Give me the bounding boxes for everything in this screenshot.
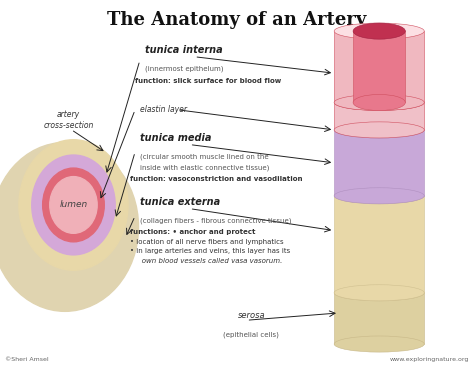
Text: function: vasoconstriction and vasodilation: function: vasoconstriction and vasodilat… — [130, 176, 303, 182]
Text: functions: • anchor and protect: functions: • anchor and protect — [130, 229, 256, 235]
Text: The Anatomy of an Artery: The Anatomy of an Artery — [107, 11, 367, 29]
Ellipse shape — [334, 122, 424, 138]
Bar — [353, 31, 405, 102]
Ellipse shape — [50, 177, 97, 234]
Text: inside with elastic connective tissue): inside with elastic connective tissue) — [140, 165, 269, 171]
Ellipse shape — [334, 94, 424, 111]
Ellipse shape — [353, 23, 405, 39]
Ellipse shape — [334, 188, 424, 204]
Text: serosa: serosa — [237, 311, 265, 320]
Ellipse shape — [0, 142, 138, 311]
Text: (collagen fibers - fibrous connective tissue): (collagen fibers - fibrous connective ti… — [140, 218, 292, 224]
Text: • location of all nerve fibers and lymphatics: • location of all nerve fibers and lymph… — [130, 239, 284, 244]
Text: tunica externa: tunica externa — [140, 197, 220, 207]
Ellipse shape — [334, 23, 424, 39]
Text: (epithelial cells): (epithelial cells) — [223, 331, 279, 338]
Text: (innermost epithelum): (innermost epithelum) — [145, 66, 223, 72]
Ellipse shape — [19, 140, 128, 270]
Bar — [334, 196, 424, 293]
Text: artery
cross-section: artery cross-section — [44, 110, 94, 130]
Ellipse shape — [334, 336, 424, 352]
Text: lumen: lumen — [59, 201, 88, 209]
Ellipse shape — [334, 188, 424, 204]
Text: tunica media: tunica media — [140, 133, 211, 143]
Bar — [334, 31, 424, 102]
Bar — [334, 293, 424, 344]
Text: • in large arteries and veins, this layer has its: • in large arteries and veins, this laye… — [130, 248, 291, 254]
Ellipse shape — [353, 94, 405, 111]
Text: www.exploringnature.org: www.exploringnature.org — [390, 357, 469, 362]
Text: function: slick surface for blood flow: function: slick surface for blood flow — [135, 78, 282, 84]
Text: (circular smooth muscle lined on the: (circular smooth muscle lined on the — [140, 154, 268, 160]
Bar — [334, 130, 424, 196]
Ellipse shape — [43, 168, 104, 242]
Ellipse shape — [334, 285, 424, 301]
Ellipse shape — [334, 122, 424, 138]
Ellipse shape — [334, 94, 424, 111]
Text: own blood vessels called vasa vasorum.: own blood vessels called vasa vasorum. — [135, 258, 283, 264]
Text: tunica interna: tunica interna — [145, 45, 222, 55]
Ellipse shape — [334, 285, 424, 301]
Text: ©Sheri Amsel: ©Sheri Amsel — [5, 357, 48, 362]
Ellipse shape — [32, 155, 115, 255]
Bar — [334, 102, 424, 130]
Text: elastin layer: elastin layer — [140, 105, 187, 114]
